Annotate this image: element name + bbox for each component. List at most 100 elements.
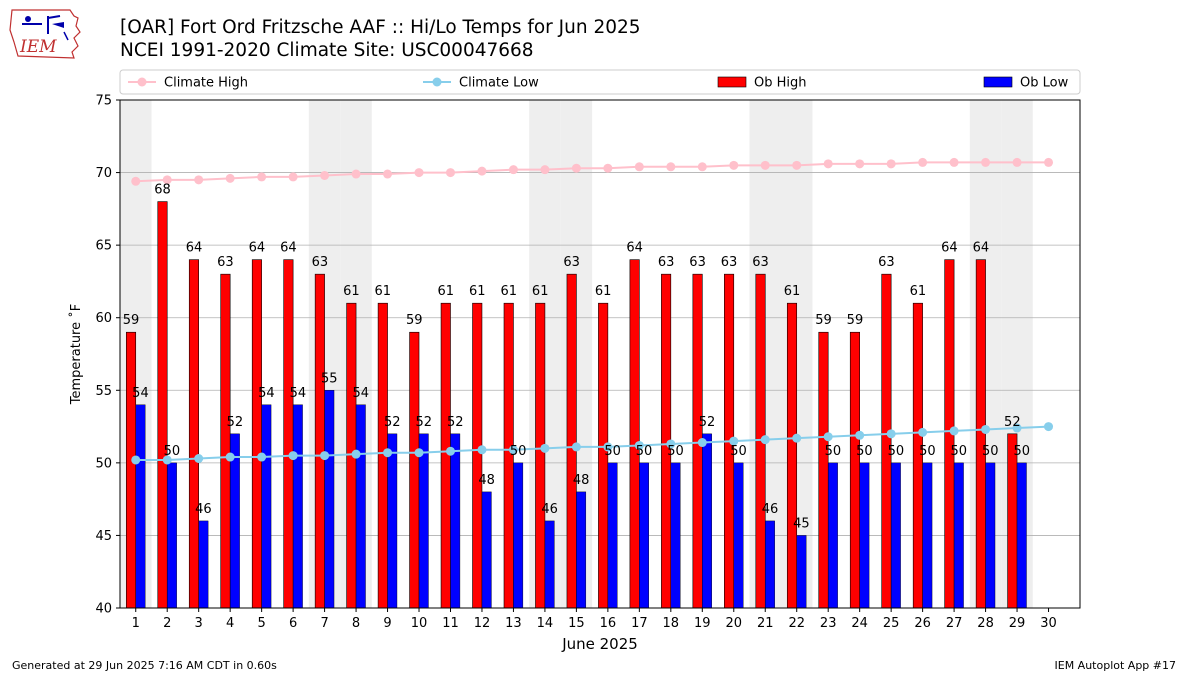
weekend-bands (120, 100, 1033, 608)
climate-low-point (225, 452, 235, 462)
y-tick-label: 50 (95, 456, 112, 471)
climate-high-point (729, 160, 739, 170)
x-tick-label: 15 (568, 616, 585, 631)
ob-high-label: 63 (721, 255, 738, 270)
climate-low-point (1012, 423, 1022, 433)
climate-low-point (729, 436, 739, 446)
x-tick-label: 11 (442, 616, 459, 631)
x-tick-label: 23 (820, 616, 837, 631)
climate-high-line (135, 161, 1049, 183)
ob-low-label: 54 (290, 386, 307, 401)
climate-low-point (855, 430, 865, 440)
ob-high-label: 68 (154, 183, 171, 198)
ob-low-label: 54 (258, 386, 275, 401)
x-tick-label: 20 (725, 616, 742, 631)
ob-high-label: 61 (375, 284, 392, 299)
ob-high-label: 61 (500, 284, 517, 299)
ob-high-legend-swatch (717, 76, 747, 88)
ob-low-bar (922, 462, 933, 609)
x-tick-label: 9 (383, 616, 391, 631)
climate-high-point (792, 160, 802, 170)
ob-high-label: 59 (815, 313, 832, 328)
climate-low-point (383, 448, 393, 458)
ob-high-bar (849, 331, 860, 609)
ob-high-label: 63 (563, 255, 580, 270)
ob-high-label: 61 (910, 284, 927, 299)
ob-high-label: 63 (658, 255, 675, 270)
ob-low-bar (765, 520, 775, 609)
ob-high-bar (566, 273, 577, 609)
climate-high-point (1012, 157, 1022, 167)
climate-low-point (949, 426, 959, 436)
ob-low-bar (481, 491, 492, 609)
data-labels: 59 54 68 50 64 46 63 52 64 54 64 54 63 55 61 54 61 52 59 52… (123, 183, 1030, 532)
climate-low-point (666, 439, 676, 449)
climate-high-point (886, 159, 896, 169)
ob-high-bar (251, 259, 262, 609)
ob-low-bar (859, 462, 870, 609)
climate-low-point (194, 454, 204, 464)
climate-high-point (634, 162, 644, 172)
ob-low-bar (890, 462, 901, 609)
ob-low-label: 48 (478, 473, 495, 488)
climate-low-point (634, 440, 644, 450)
climate-high-point (571, 163, 581, 173)
ob-low-label: 52 (447, 415, 464, 430)
iem-logo: IEM (8, 6, 82, 60)
ob-low-label: 46 (541, 502, 558, 517)
climate-high-point (288, 172, 298, 182)
y-axis: 40 45 50 55 60 65 70 75 (95, 94, 120, 617)
climate-high-point (351, 169, 361, 179)
ob-low-label: 54 (353, 386, 370, 401)
y-tick-label: 45 (95, 529, 112, 544)
ob-low-bar (639, 462, 649, 609)
climate-low-point (760, 435, 770, 445)
ob-low-label: 50 (856, 444, 873, 459)
ob-low-label: 50 (164, 444, 181, 459)
x-tick-label: 21 (757, 616, 774, 631)
x-tick-label: 1 (132, 616, 140, 631)
climate-low-point (320, 451, 330, 461)
x-tick-label: 28 (977, 616, 994, 631)
climate-low-point (257, 452, 267, 462)
ob-low-label: 46 (762, 502, 779, 517)
climate-high-point (823, 159, 833, 169)
ob-high-bar (1007, 433, 1018, 609)
climate-high-point (855, 159, 865, 169)
ob-low-label: 50 (825, 444, 842, 459)
ob-low-label: 55 (321, 371, 338, 386)
ob-low-label: 50 (982, 444, 999, 459)
ob-high-label: 63 (312, 255, 329, 270)
climate-low-point (792, 433, 802, 443)
plot-frame (119, 99, 1081, 609)
climate-low-point (886, 429, 896, 439)
climate-low-legend-marker (432, 77, 442, 87)
y-tick-label: 75 (95, 94, 112, 109)
climate-low-point (288, 451, 298, 461)
ob-low-label: 50 (510, 444, 527, 459)
ob-low-bar (292, 404, 303, 609)
climate-high-legend-label: Climate High (164, 76, 248, 91)
climate-low-legend-label: Climate Low (459, 76, 539, 91)
x-tick-label: 25 (883, 616, 900, 631)
climate-high-point (918, 157, 928, 167)
x-tick-label: 8 (352, 616, 360, 631)
climate-low-point (697, 438, 707, 448)
climate-low-point (477, 445, 487, 455)
climate-low-point (571, 442, 581, 452)
ob-low-bar (796, 535, 807, 609)
climate-high-point (414, 168, 424, 178)
ob-high-label: 61 (784, 284, 801, 299)
ob-low-label: 50 (667, 444, 684, 459)
ob-low-bar (985, 462, 996, 609)
x-tick-label: 4 (226, 616, 234, 631)
climate-low-point (508, 445, 518, 455)
climate-low-point (540, 443, 550, 453)
x-tick-label: 18 (663, 616, 680, 631)
ob-high-bar (188, 259, 199, 609)
x-tick-label: 30 (1040, 616, 1057, 631)
x-axis: 1 2 3 4 5 6 7 8 9 10 11 12 13 14 15 16 17 18 19 20 21 22 23 24 2… (132, 608, 1057, 631)
ob-low-bar (827, 462, 838, 609)
chart-title: [OAR] Fort Ord Fritzsche AAF :: Hi/Lo Te… (120, 17, 641, 38)
x-tick-label: 13 (505, 616, 522, 631)
